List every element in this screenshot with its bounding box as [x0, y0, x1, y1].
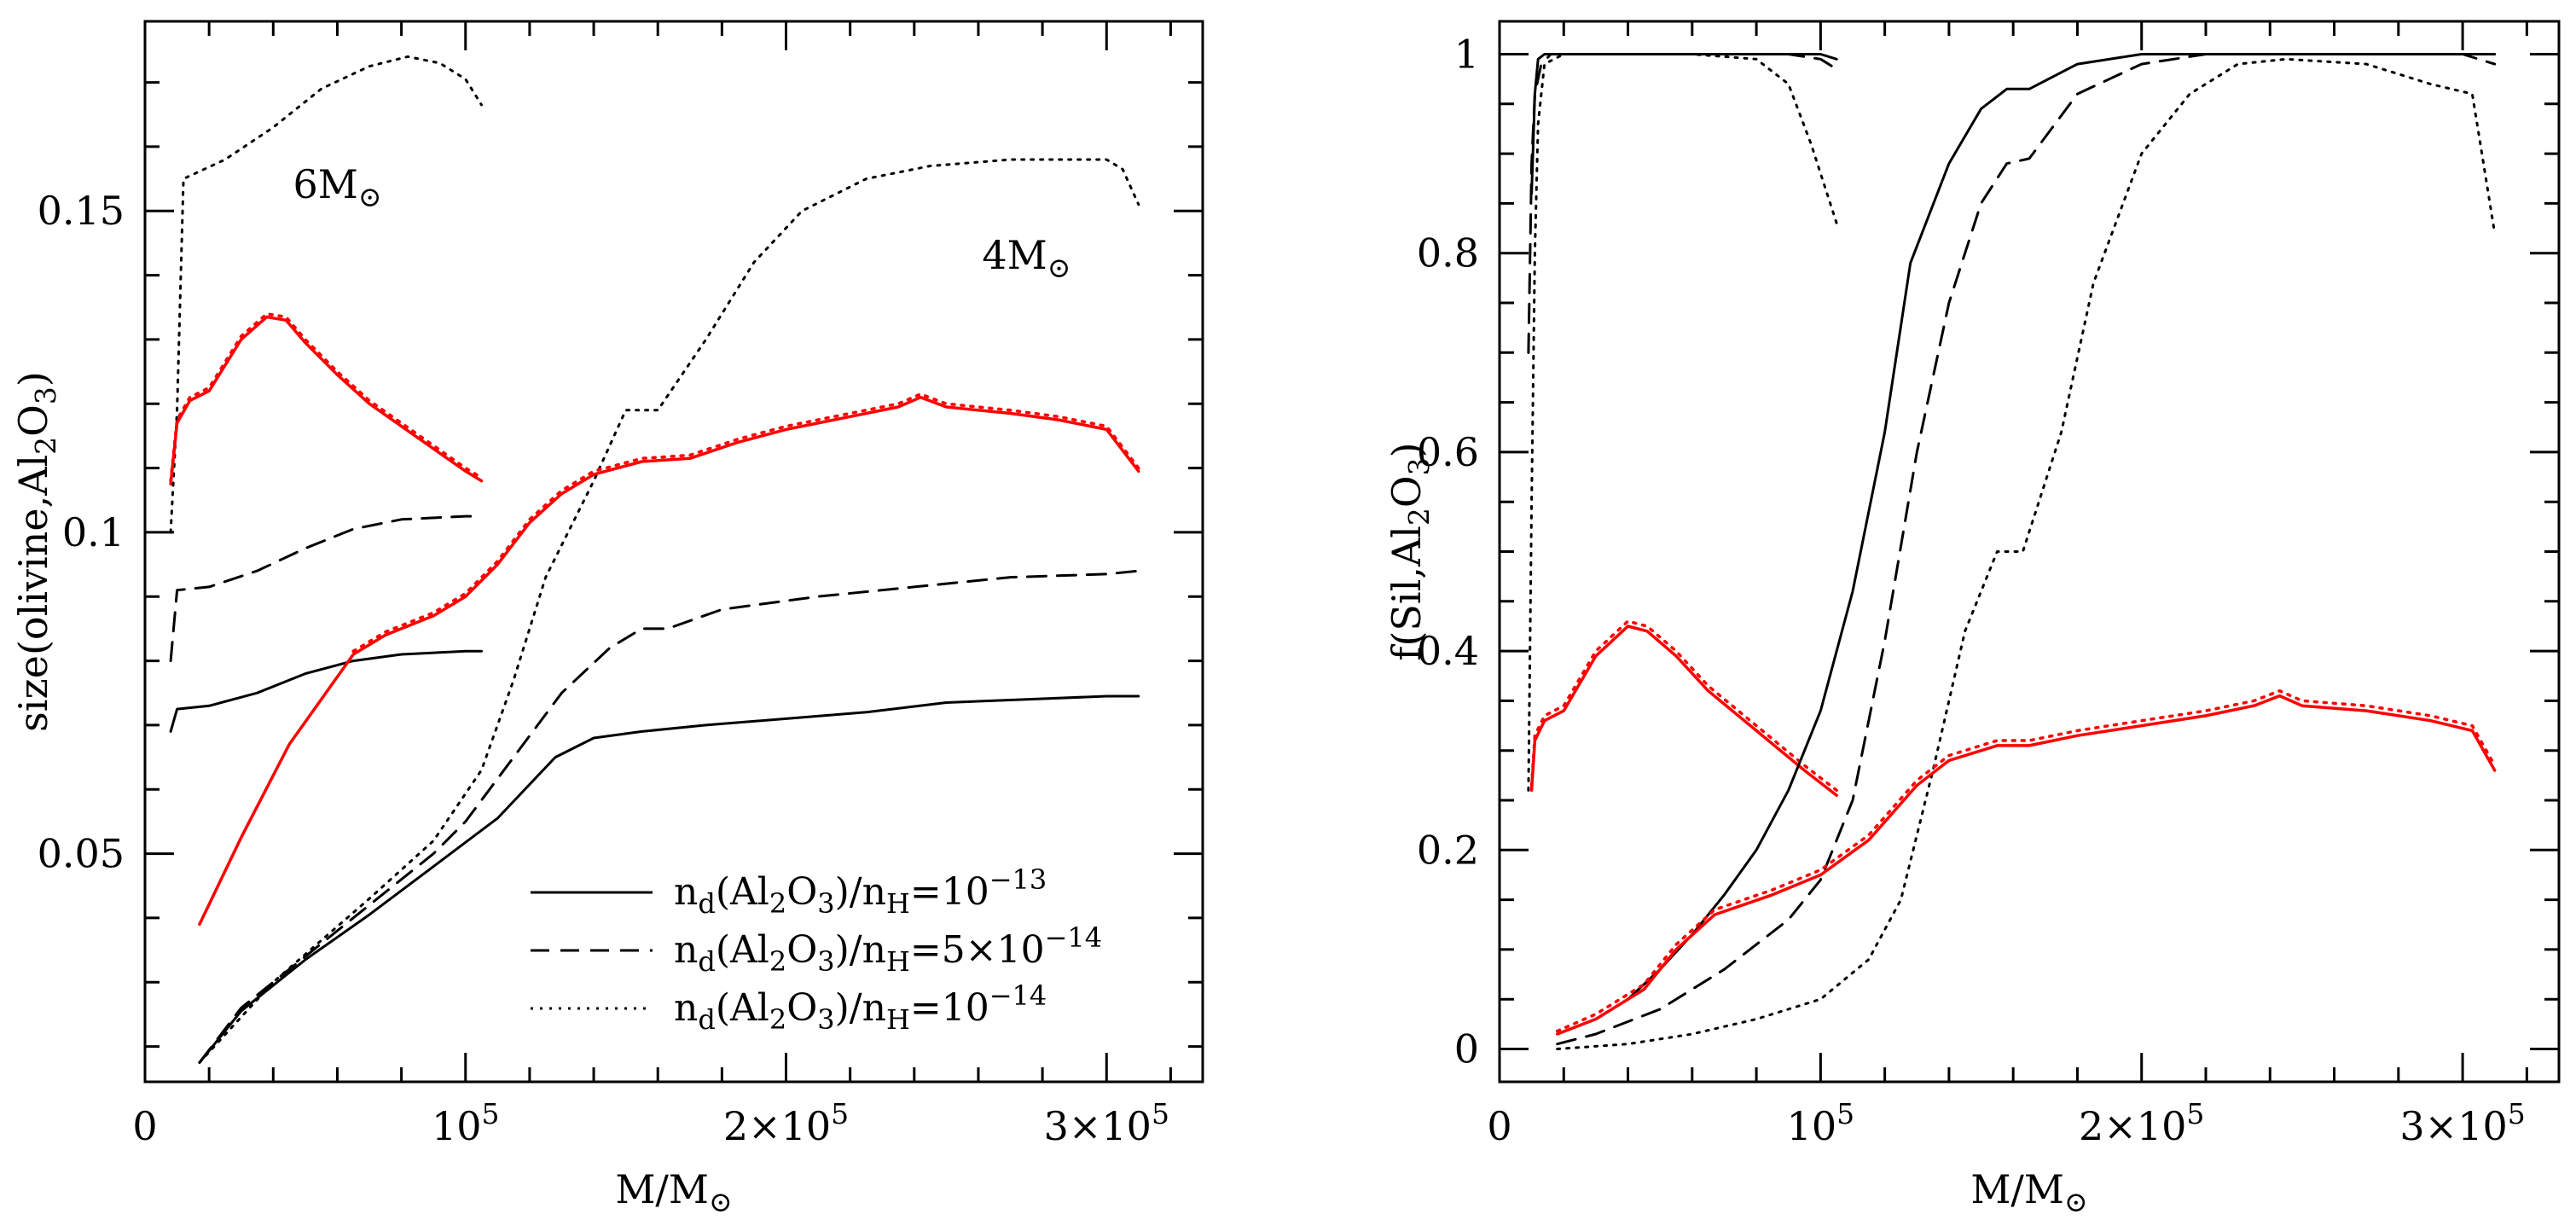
series-line-dotted-red: [351, 392, 1140, 654]
right-panel-fraction-plot: 0 105 2×105 3×105 0 0.2 0.4 0.6 0.8 1 M/M⊙ f(Sil,Al…: [1384, 20, 2561, 1218]
y-tick-label: 0.05: [38, 831, 125, 877]
x-tick-label: 3×105: [2399, 1097, 2525, 1149]
left-panel-size-plot: 0 105 2×105 3×105 0.05 0.1 0.15 M/M⊙ size(olivin…: [10, 20, 1204, 1218]
series-line-dashed-black: [1527, 53, 1838, 354]
legend-label: nd(Al2O3)/nH=10−14: [674, 979, 1047, 1036]
series-line-solid-black: [1530, 53, 1838, 195]
x-tick-label: 105: [1787, 1097, 1855, 1149]
series-line-solid-red: [1555, 694, 2497, 1036]
series-line-dotted-black: [169, 55, 483, 534]
y-tick-label: 0.4: [1417, 628, 1479, 674]
series-line-dotted-red: [1529, 619, 1838, 793]
y-axis-title: f(Sil,Al2O3): [1384, 442, 1436, 660]
series-line-dashed-black: [198, 569, 1140, 1064]
x-tick-label: 105: [432, 1097, 500, 1149]
series-line-dotted-red: [169, 312, 484, 483]
y-tick-label: 0.8: [1417, 230, 1479, 276]
x-tick-label: 2×105: [723, 1097, 849, 1149]
series-line-dashed-black: [169, 514, 483, 663]
series-line-solid-black: [198, 694, 1140, 1064]
y-tick-label: 0.2: [1417, 827, 1479, 873]
y-tick-label: 0.6: [1417, 429, 1479, 475]
series-line-solid-black: [1556, 53, 2497, 1036]
x-tick-label: 0: [1487, 1103, 1511, 1149]
series-line-solid-red: [1529, 625, 1838, 797]
y-tick-label: 0: [1454, 1026, 1479, 1072]
legend-label: nd(Al2O3)/nH=5×10−14: [674, 921, 1102, 978]
series-line-dotted-red: [1555, 689, 2497, 1033]
x-tick-label: 2×105: [2079, 1097, 2204, 1149]
y-axis-title: size(olivine,Al2O3): [10, 371, 62, 732]
series-line-solid-red: [198, 395, 1140, 927]
mass-annotation: 4M⊙: [982, 232, 1070, 284]
mass-annotation: 6M⊙: [293, 161, 381, 213]
y-tick-label: 1: [1454, 31, 1479, 77]
plot-frame: [1498, 20, 2561, 1084]
x-axis-title: M/M⊙: [1970, 1166, 2087, 1218]
series-line-dotted-black: [1556, 57, 2497, 1050]
x-tick-label: 3×105: [1044, 1097, 1169, 1149]
series-line-dotted-black: [198, 158, 1140, 1064]
series-line-solid-red: [169, 315, 484, 486]
plot-frame: [143, 20, 1204, 1084]
y-tick-label: 0.1: [62, 509, 125, 555]
series-line-dotted-black: [1527, 53, 1838, 792]
series-line-solid-black: [169, 649, 483, 733]
x-tick-label: 0: [132, 1103, 157, 1149]
x-axis-title: M/M⊙: [615, 1166, 732, 1218]
series-line-dashed-black: [1556, 53, 2497, 1046]
legend-label: nd(Al2O3)/nH=10−13: [674, 863, 1047, 920]
y-tick-label: 0.15: [38, 188, 125, 234]
